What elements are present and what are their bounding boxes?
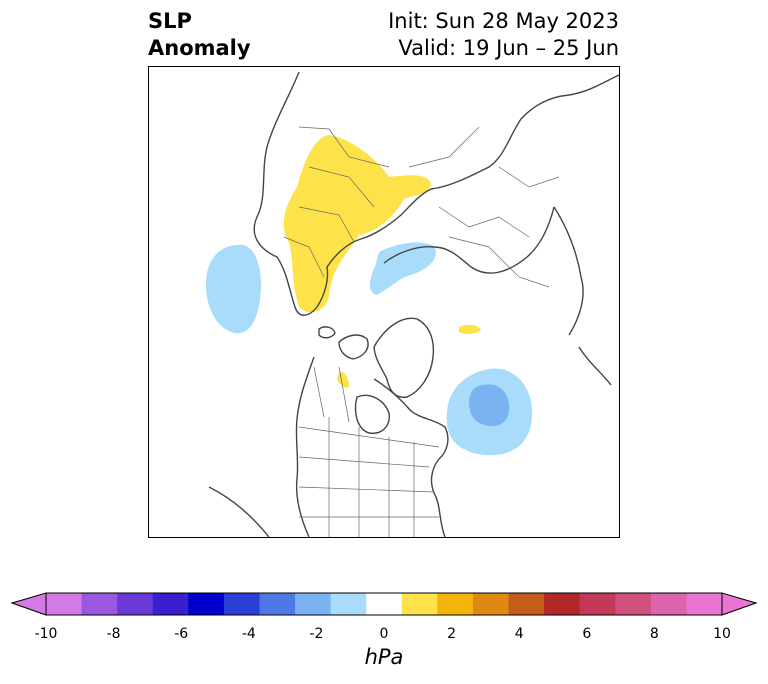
positive-anomaly-scandinavia	[283, 135, 431, 313]
colorbar-tick-label: -8	[106, 626, 121, 642]
colorbar-segment	[544, 593, 581, 615]
colorbar-tick-label: 6	[582, 626, 592, 642]
colorbar-over-arrow	[721, 592, 758, 616]
colorbar-segment	[188, 593, 225, 615]
colorbar-segment	[223, 593, 260, 615]
date-info: Init: Sun 28 May 2023 Valid: 19 Jun – 25…	[388, 8, 619, 62]
negative-anomaly-atlantic	[205, 244, 262, 334]
map-panel	[148, 66, 620, 538]
colorbar-segments	[46, 593, 723, 615]
colorbar-segment	[46, 593, 83, 615]
colorbar-under-arrow	[10, 592, 47, 616]
colorbar-segment	[650, 593, 687, 615]
negative-anomaly-barents	[370, 242, 436, 295]
colorbar-segment	[295, 593, 332, 615]
colorbar-tick-label: 8	[649, 626, 659, 642]
colorbar-outline	[45, 592, 723, 616]
colorbar-segment	[437, 593, 474, 615]
colorbar-tick-label: -2	[309, 626, 324, 642]
polar-map	[205, 71, 619, 537]
valid-date: Valid: 19 Jun – 25 Jun	[398, 36, 619, 60]
borders	[283, 126, 560, 537]
colorbar-tick-label: -6	[174, 626, 189, 642]
map-title-line1: SLP	[148, 9, 192, 33]
colorbar-unit: hPa	[364, 645, 404, 669]
colorbar-segment	[472, 593, 510, 615]
positive-anomaly-siberia	[459, 324, 481, 335]
colorbar-segment	[615, 593, 652, 615]
negative-anomaly-newfoundland-core	[469, 384, 510, 427]
init-date: Init: Sun 28 May 2023	[388, 9, 619, 33]
colorbar-tick-label: 4	[514, 626, 524, 642]
colorbar-tick-label: 10	[713, 626, 731, 642]
colorbar-segment	[579, 593, 616, 615]
colorbar-segment	[401, 593, 438, 615]
colorbar-tick-label: -4	[241, 626, 256, 642]
colorbar-tick-label: 0	[379, 626, 389, 642]
map-title-line2: Anomaly	[148, 36, 251, 60]
colorbar	[10, 592, 758, 616]
colorbar-segment	[259, 593, 296, 615]
colorbar-segment	[117, 593, 154, 615]
positive-anomaly-canada	[337, 371, 349, 388]
anomaly-shading	[205, 135, 533, 456]
colorbar-tick-label: 2	[447, 626, 457, 642]
coastlines	[208, 71, 619, 537]
colorbar-tick-label: -10	[34, 626, 58, 642]
colorbar-segment	[330, 593, 367, 615]
colorbar-segment	[686, 593, 723, 615]
map-title: SLP Anomaly	[148, 8, 251, 62]
colorbar-segment	[366, 593, 403, 615]
colorbar-segment	[81, 593, 118, 615]
colorbar-segment	[508, 593, 545, 615]
colorbar-segment	[152, 593, 189, 615]
